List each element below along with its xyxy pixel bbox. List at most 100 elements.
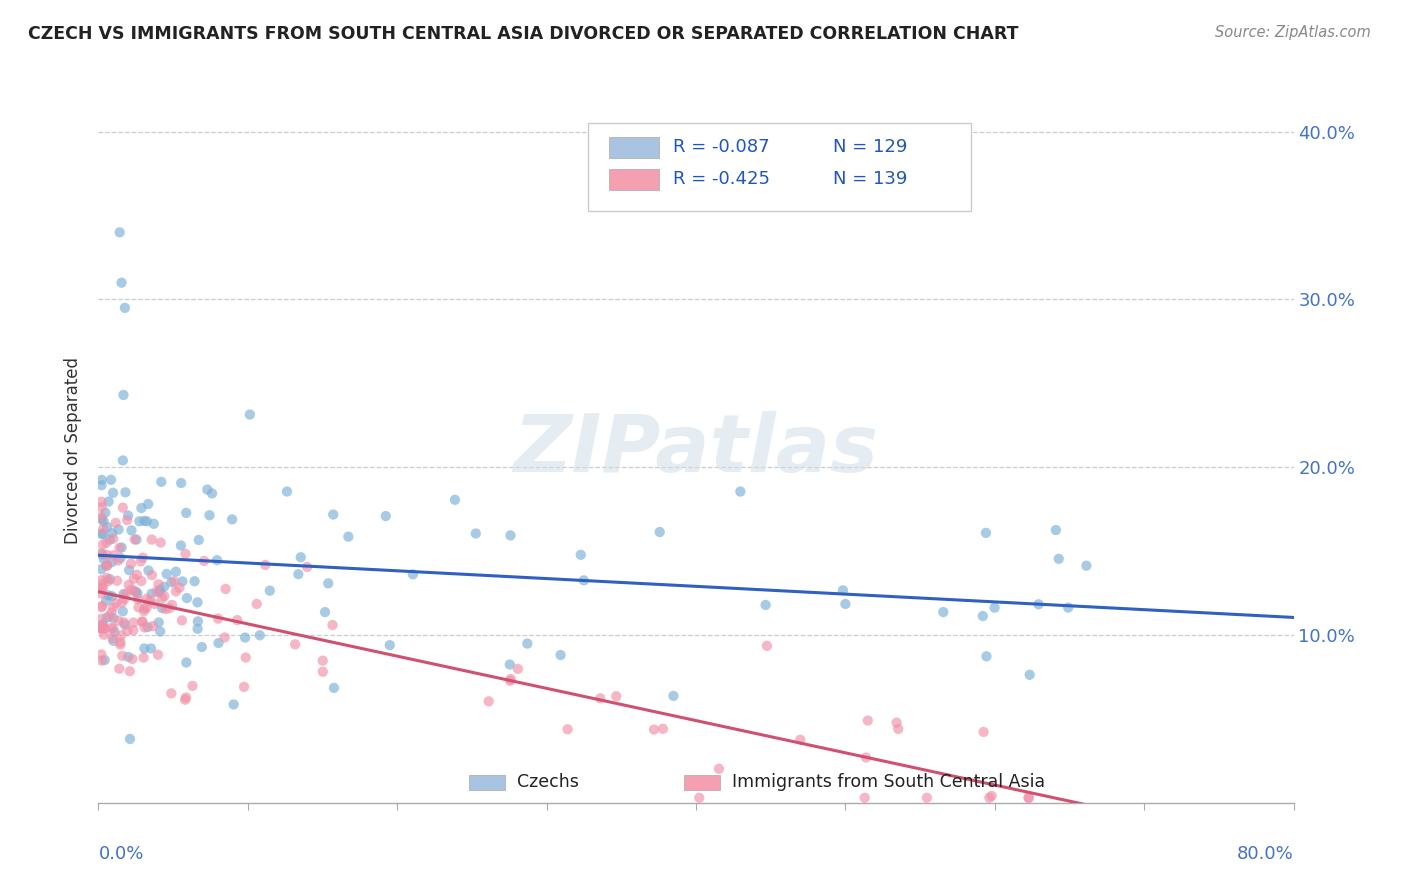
Point	[103, 611, 125, 625]
Point	[115, 513, 138, 527]
Point	[107, 523, 129, 537]
Point	[973, 725, 995, 739]
Point	[789, 732, 811, 747]
Point	[201, 486, 224, 500]
Point	[96, 571, 118, 585]
Point	[98, 572, 121, 586]
Point	[149, 624, 172, 639]
Point	[100, 473, 122, 487]
Point	[118, 665, 141, 679]
Point	[478, 694, 501, 708]
Point	[150, 475, 173, 489]
Point	[104, 516, 127, 530]
Point	[153, 589, 176, 603]
Point	[120, 557, 142, 571]
Point	[163, 574, 186, 589]
Point	[128, 514, 150, 528]
FancyBboxPatch shape	[470, 774, 505, 790]
Point	[91, 522, 114, 536]
Point	[114, 617, 136, 632]
Point	[233, 680, 256, 694]
Point	[111, 541, 134, 555]
Point	[101, 485, 124, 500]
Point	[142, 619, 165, 633]
FancyBboxPatch shape	[685, 774, 720, 790]
Point	[90, 478, 112, 492]
Point	[129, 554, 152, 568]
Point	[915, 790, 938, 805]
Point	[160, 598, 183, 612]
Point	[107, 614, 129, 628]
Point	[111, 500, 134, 515]
Point	[111, 595, 134, 609]
Point	[91, 599, 114, 613]
Point	[1076, 558, 1098, 573]
Point	[141, 568, 163, 582]
Point	[149, 535, 172, 549]
Point	[172, 574, 194, 589]
Point	[97, 494, 120, 508]
Point	[183, 574, 205, 589]
Point	[688, 790, 710, 805]
Point	[464, 526, 486, 541]
Point	[235, 650, 257, 665]
Point	[187, 615, 209, 629]
Point	[205, 553, 228, 567]
Point	[108, 662, 131, 676]
Point	[103, 600, 125, 615]
Point	[125, 584, 148, 599]
Point	[139, 641, 162, 656]
Point	[170, 539, 193, 553]
Point	[980, 789, 1002, 803]
Point	[100, 621, 122, 635]
Point	[96, 548, 118, 562]
Point	[146, 648, 169, 662]
Point	[239, 408, 262, 422]
Point	[187, 622, 209, 636]
Point	[107, 553, 129, 567]
Point	[187, 533, 209, 547]
Point	[287, 567, 309, 582]
FancyBboxPatch shape	[589, 123, 972, 211]
Point	[1028, 597, 1050, 611]
Text: N = 129: N = 129	[834, 138, 908, 156]
Point	[195, 483, 218, 497]
Point	[101, 622, 124, 636]
Point	[98, 609, 121, 624]
Point	[132, 550, 155, 565]
Point	[730, 484, 752, 499]
Point	[290, 550, 312, 565]
Text: Source: ZipAtlas.com: Source: ZipAtlas.com	[1215, 25, 1371, 40]
Point	[96, 535, 118, 549]
Point	[138, 564, 160, 578]
Point	[155, 602, 177, 616]
Point	[112, 388, 135, 402]
Point	[103, 532, 125, 546]
Point	[100, 606, 122, 620]
Point	[221, 512, 243, 526]
Point	[132, 650, 155, 665]
Point	[90, 618, 112, 632]
Point	[90, 620, 112, 634]
Point	[259, 583, 281, 598]
Point	[115, 586, 138, 600]
Point	[94, 558, 117, 573]
Point	[165, 584, 187, 599]
Point	[105, 574, 128, 588]
Point	[226, 613, 249, 627]
Point	[169, 581, 191, 595]
Point	[90, 473, 112, 487]
Point	[148, 615, 170, 630]
Point	[198, 508, 221, 523]
Point	[110, 551, 132, 566]
Point	[374, 509, 396, 524]
Point	[1057, 600, 1080, 615]
Point	[323, 681, 346, 695]
Text: CZECH VS IMMIGRANTS FROM SOUTH CENTRAL ASIA DIVORCED OR SEPARATED CORRELATION CH: CZECH VS IMMIGRANTS FROM SOUTH CENTRAL A…	[28, 25, 1018, 43]
Point	[972, 609, 994, 624]
Point	[314, 605, 336, 619]
Point	[90, 573, 112, 587]
Text: R = -0.087: R = -0.087	[673, 138, 770, 156]
Point	[129, 574, 152, 588]
Point	[90, 586, 112, 600]
